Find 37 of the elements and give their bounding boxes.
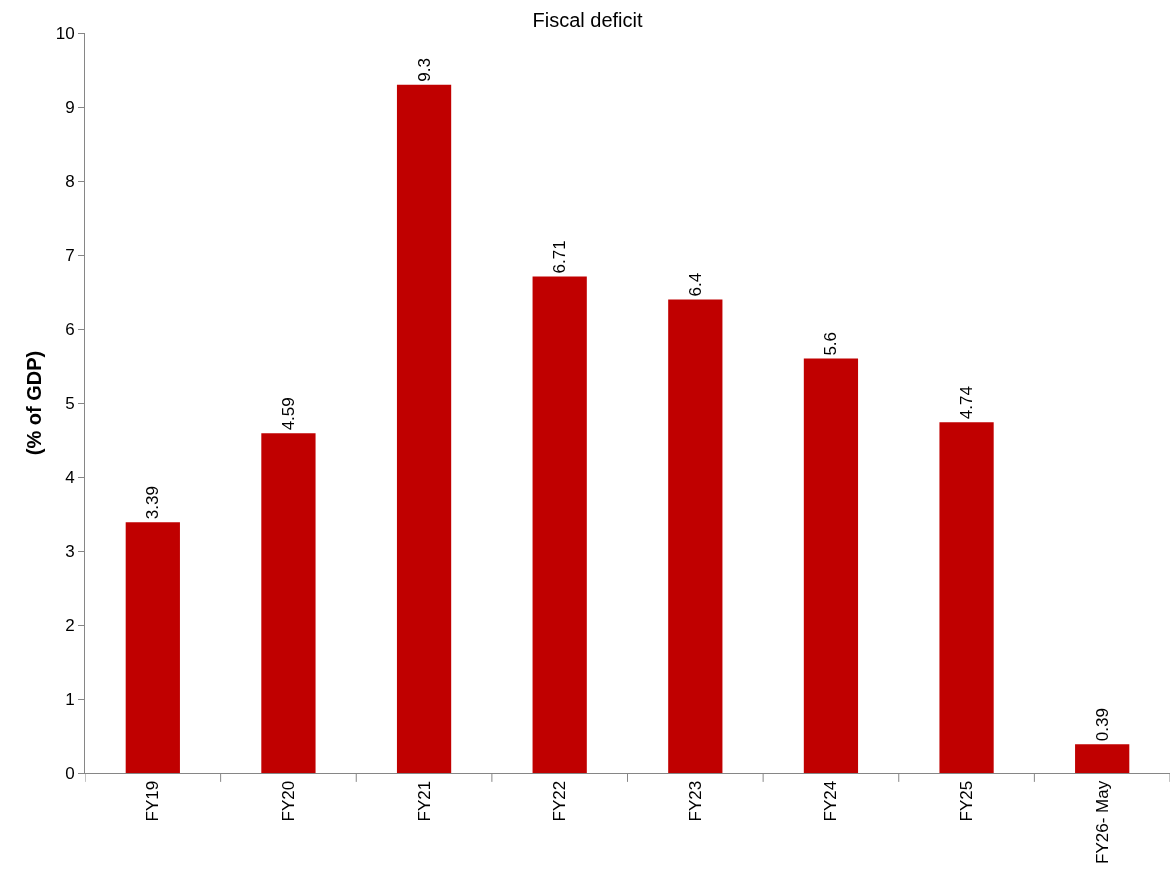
x-tick-label: FY21: [414, 780, 434, 822]
data-label: 3.39: [143, 486, 163, 520]
data-label: 4.59: [278, 397, 298, 431]
y-tick-label: 2: [65, 615, 75, 635]
bar: [1075, 744, 1130, 773]
y-tick-label: 10: [55, 23, 75, 43]
bar: [668, 299, 723, 773]
x-tick-label: FY24: [821, 780, 841, 822]
x-tick-label: FY26- May: [1092, 780, 1112, 864]
bar: [396, 84, 452, 773]
data-label: 0.39: [1092, 708, 1112, 742]
y-tick-label: 4: [65, 467, 75, 487]
y-tick-label: 0: [65, 763, 75, 783]
data-label: 6.4: [685, 272, 705, 297]
bar: [939, 422, 994, 773]
x-tick-label: FY25: [957, 780, 977, 822]
data-label: 9.3: [414, 58, 434, 82]
y-tick-label: 9: [65, 97, 75, 117]
y-tick-label: 6: [65, 319, 75, 339]
bar: [261, 433, 316, 773]
x-tick-label: FY20: [278, 780, 298, 822]
data-label: 6.71: [550, 240, 570, 274]
x-tick-label: FY19: [143, 780, 163, 822]
y-tick-label: 5: [65, 393, 75, 413]
data-label: 5.6: [821, 331, 841, 356]
y-tick-label: 3: [65, 541, 75, 561]
bar: [532, 276, 587, 773]
data-label: 4.74: [957, 386, 977, 420]
x-tick-label: FY23: [685, 780, 705, 822]
y-tick-label: 8: [65, 171, 75, 191]
y-tick-label: 7: [65, 245, 75, 265]
bar: [125, 522, 180, 773]
y-axis-title: (% of GDP): [23, 350, 46, 456]
bar: [803, 358, 859, 773]
x-tick-label: FY22: [550, 780, 570, 822]
y-tick-label: 1: [65, 689, 75, 709]
chart-title: Fiscal deficit: [532, 9, 643, 32]
